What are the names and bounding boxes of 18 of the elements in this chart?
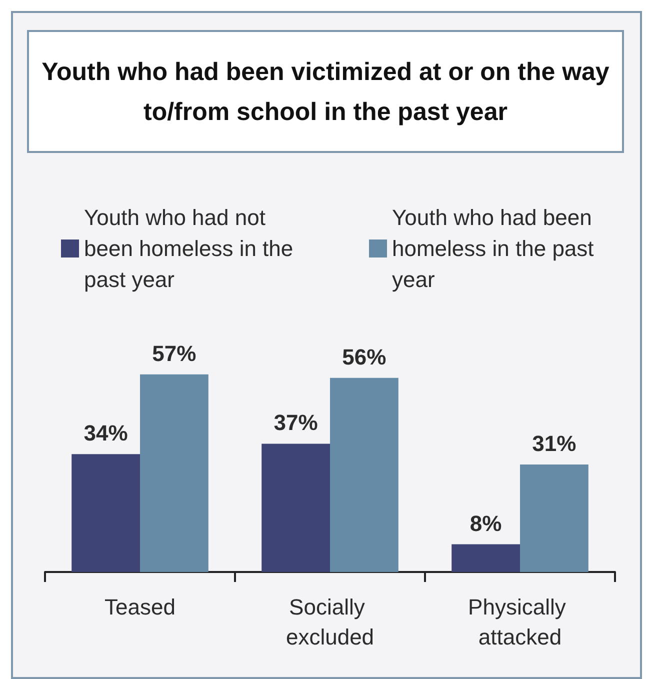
legend-label: Youth who had not been homeless in the past year [84,205,300,292]
legend-label: Youth who had been homeless in the past year [392,205,600,292]
x-tick-label: Physically attacked [468,594,572,650]
bar [140,374,208,572]
chart-title: Youth who had been victimized at or on the way to/from school in the past year [27,30,624,153]
data-label: 8% [470,510,502,536]
data-label: 37% [274,410,318,436]
data-label: 56% [342,344,386,370]
bar [452,544,520,572]
bar [72,454,140,572]
x-tick-label: Socially excluded [286,594,374,650]
data-label: 57% [152,340,196,366]
data-label: 34% [84,420,128,446]
bar [520,464,588,572]
data-label: 31% [532,431,576,456]
x-tick-label: Teased [104,594,176,620]
bar [330,378,398,572]
bar [262,444,330,572]
